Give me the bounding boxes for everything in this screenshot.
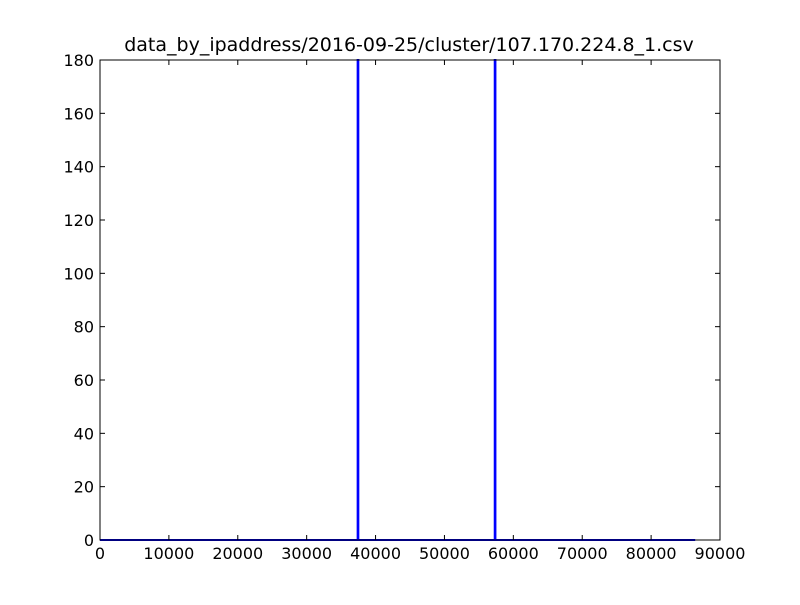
chart-title: data_by_ipaddress/2016-09-25/cluster/107… <box>124 34 694 56</box>
y-tick-label: 140 <box>63 158 94 177</box>
y-tick-label: 120 <box>63 211 94 230</box>
x-tick-label: 70000 <box>557 544 608 563</box>
y-tick-label: 40 <box>74 424 94 443</box>
y-tick-label: 100 <box>63 264 94 283</box>
plot-frame <box>99 59 721 541</box>
y-tick-label: 180 <box>63 51 94 70</box>
x-tick-label: 40000 <box>350 544 401 563</box>
y-tick-label: 60 <box>74 371 94 390</box>
tick-labels-layer: 0 10000 20000 30000 40000 50000 60000 70000 8000… <box>63 51 745 563</box>
y-tick-label: 80 <box>74 318 94 337</box>
ticks-layer <box>99 59 721 541</box>
x-tick-label: 80000 <box>626 544 677 563</box>
x-tick-label: 50000 <box>419 544 470 563</box>
x-tick-label: 30000 <box>281 544 332 563</box>
x-tick-label: 20000 <box>212 544 263 563</box>
x-tick-label: 60000 <box>488 544 539 563</box>
series-layer <box>100 59 696 541</box>
x-tick-label: 90000 <box>695 544 746 563</box>
y-tick-label: 20 <box>74 478 94 497</box>
y-tick-label: 160 <box>63 104 94 123</box>
x-tick-label: 0 <box>95 544 105 563</box>
x-tick-label: 10000 <box>143 544 194 563</box>
series-line-0 <box>100 59 696 541</box>
y-tick-label: 0 <box>84 531 94 550</box>
